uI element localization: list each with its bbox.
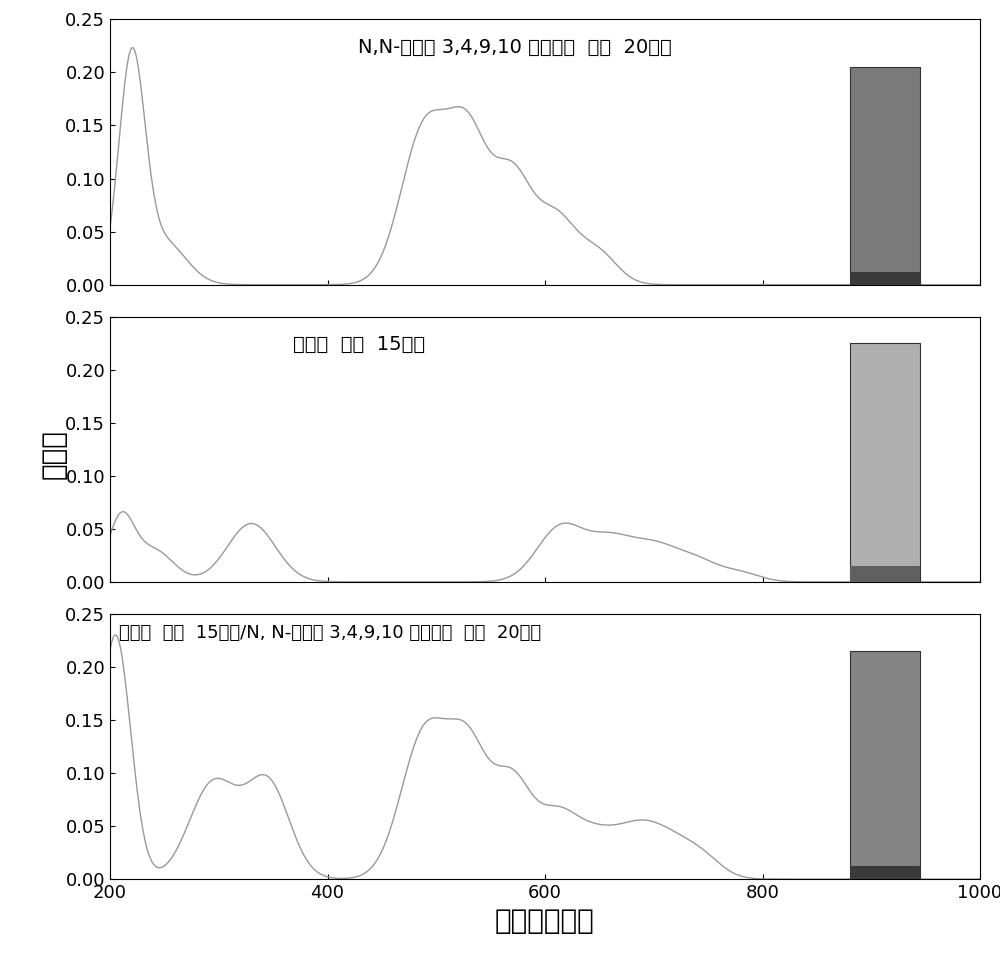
Bar	[850, 67, 920, 285]
Text: N,N-二辛基 3,4,9,10 花酰亚胺  厚度  20纳米: N,N-二辛基 3,4,9,10 花酰亚胺 厚度 20纳米	[358, 38, 672, 57]
Bar	[850, 566, 920, 582]
Text: 酞菁铜  厚度  15纳米/N, N-二辛基 3,4,9,10 花酰亚胺  厚度  20纳米: 酞菁铜 厚度 15纳米/N, N-二辛基 3,4,9,10 花酰亚胺 厚度 20…	[119, 624, 541, 642]
Bar	[850, 343, 920, 582]
Bar	[850, 651, 920, 879]
Bar	[850, 272, 920, 285]
Text: 酞菁铜  厚度  15纳米: 酞菁铜 厚度 15纳米	[293, 335, 425, 355]
Bar	[850, 867, 920, 879]
X-axis label: 波长（纳米）: 波长（纳米）	[495, 907, 595, 935]
Text: 吸光度: 吸光度	[40, 429, 68, 479]
